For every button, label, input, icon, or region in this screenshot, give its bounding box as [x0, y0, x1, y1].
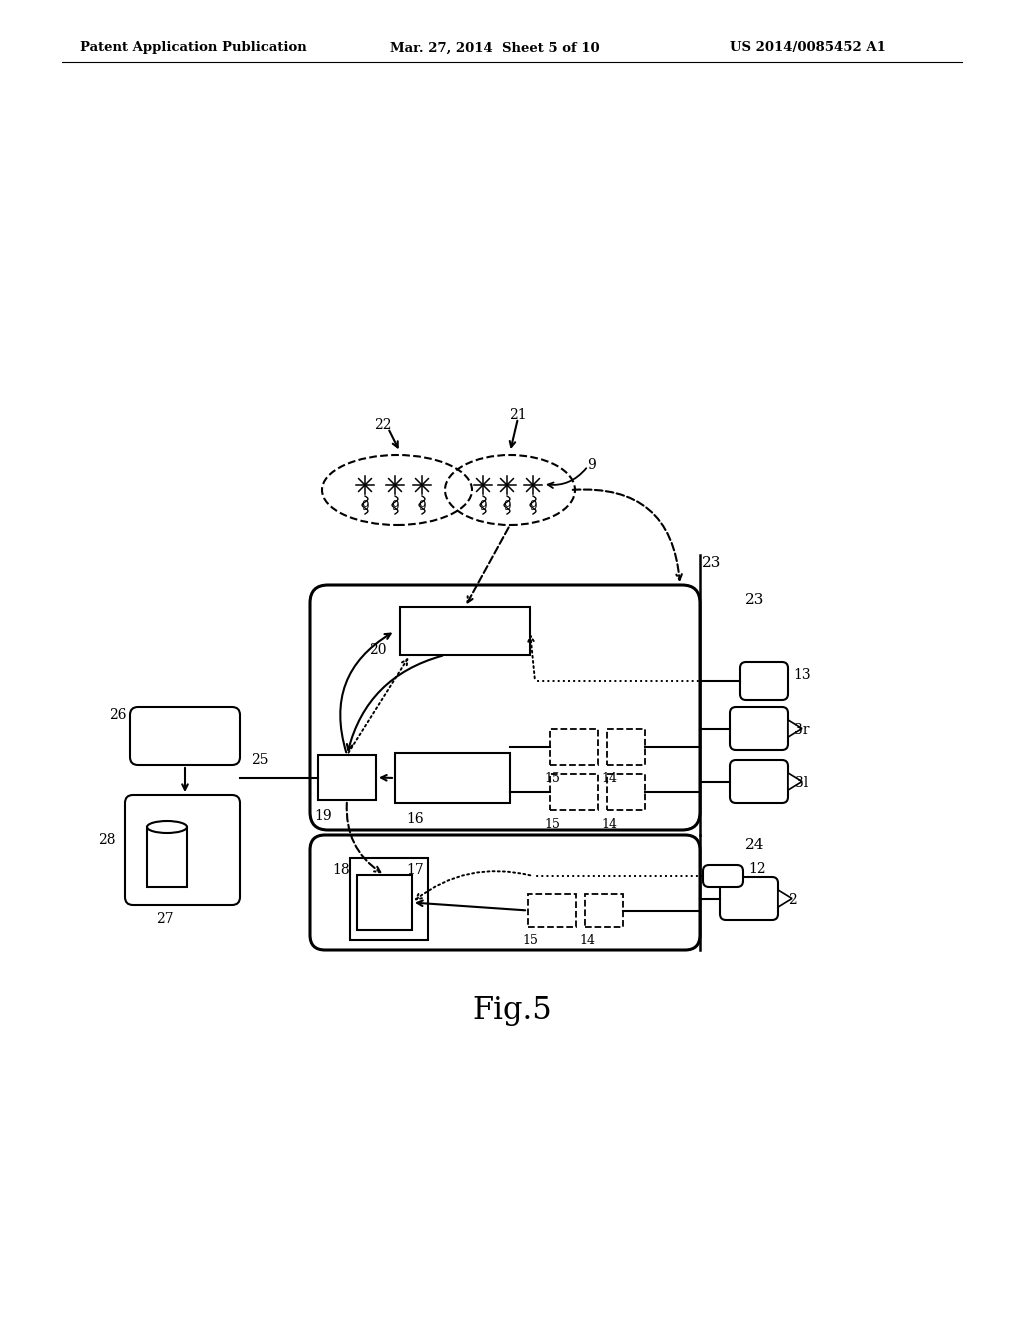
Text: 12: 12: [749, 862, 766, 876]
Text: 14: 14: [579, 935, 595, 948]
Polygon shape: [788, 774, 802, 791]
Ellipse shape: [147, 821, 187, 833]
Text: 27: 27: [157, 912, 174, 927]
Text: 9: 9: [361, 500, 369, 513]
Bar: [318, 755, 376, 800]
Text: 20: 20: [370, 643, 387, 657]
Text: Patent Application Publication: Patent Application Publication: [80, 41, 307, 54]
Text: 26: 26: [110, 708, 127, 722]
Text: 9: 9: [391, 500, 398, 513]
FancyBboxPatch shape: [720, 876, 778, 920]
Text: 23: 23: [702, 556, 722, 570]
FancyBboxPatch shape: [730, 760, 788, 803]
Text: 9: 9: [529, 500, 537, 513]
Bar: [550, 729, 598, 766]
Bar: [607, 774, 645, 810]
FancyBboxPatch shape: [310, 585, 700, 830]
Bar: [528, 894, 575, 927]
Bar: [350, 858, 428, 940]
Bar: [147, 828, 187, 887]
Bar: [400, 607, 530, 655]
Text: 2: 2: [787, 894, 797, 907]
Polygon shape: [788, 719, 802, 737]
Text: 9: 9: [503, 500, 511, 513]
Bar: [585, 894, 623, 927]
Text: 3r: 3r: [795, 723, 810, 737]
Text: 3l: 3l: [796, 776, 809, 789]
Text: US 2014/0085452 A1: US 2014/0085452 A1: [730, 41, 886, 54]
FancyBboxPatch shape: [730, 708, 788, 750]
Text: 13: 13: [794, 668, 811, 682]
Text: 15: 15: [522, 935, 538, 948]
FancyBboxPatch shape: [703, 865, 743, 887]
Text: 22: 22: [374, 418, 392, 432]
FancyBboxPatch shape: [310, 836, 700, 950]
Bar: [550, 774, 598, 810]
Text: 16: 16: [407, 812, 424, 826]
Text: 21: 21: [509, 408, 526, 422]
FancyBboxPatch shape: [740, 663, 788, 700]
Text: 9: 9: [588, 458, 596, 473]
FancyBboxPatch shape: [130, 708, 240, 766]
Bar: [357, 875, 412, 931]
Text: 14: 14: [601, 772, 617, 785]
Text: 18: 18: [332, 863, 350, 876]
Text: 23: 23: [745, 593, 765, 607]
Text: 15: 15: [544, 772, 560, 785]
Text: Mar. 27, 2014  Sheet 5 of 10: Mar. 27, 2014 Sheet 5 of 10: [390, 41, 600, 54]
FancyBboxPatch shape: [125, 795, 240, 906]
Text: 14: 14: [601, 817, 617, 830]
Bar: [395, 752, 510, 803]
Polygon shape: [778, 890, 792, 907]
Text: 15: 15: [544, 817, 560, 830]
Text: 28: 28: [98, 833, 116, 847]
Text: 9: 9: [418, 500, 426, 513]
Text: 25: 25: [251, 752, 268, 767]
Text: 24: 24: [745, 838, 765, 851]
Text: 9: 9: [479, 500, 486, 513]
Text: 19: 19: [314, 809, 332, 822]
Bar: [607, 729, 645, 766]
Text: Fig.5: Fig.5: [472, 994, 552, 1026]
Text: 17: 17: [407, 863, 424, 876]
